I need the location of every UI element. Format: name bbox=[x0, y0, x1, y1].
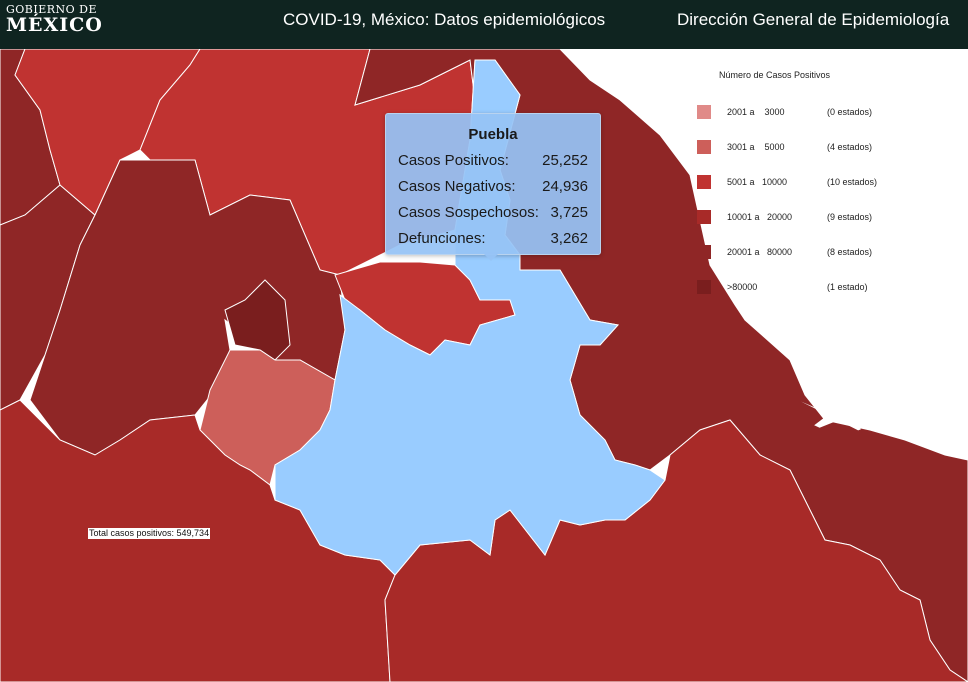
legend-range: 10001 a 20000 bbox=[727, 212, 793, 222]
legend-item[interactable]: 3001 a 5000 (4 estados) bbox=[697, 140, 957, 154]
airport-icon bbox=[800, 394, 861, 431]
tooltip-label: Casos Sospechosos: bbox=[398, 204, 539, 221]
legend-swatch bbox=[697, 175, 711, 189]
page-title: COVID-19, México: Datos epidemiológicos bbox=[283, 10, 606, 29]
legend-range: 3001 a 5000 bbox=[727, 142, 785, 152]
legend-item[interactable]: 10001 a 20000 (9 estados) bbox=[697, 210, 957, 224]
legend-swatch bbox=[697, 210, 711, 224]
header-bar: GOBIERNO DE MÉXICO COVID-19, México: Dat… bbox=[0, 0, 968, 49]
legend-item[interactable]: >80000 (1 estado) bbox=[697, 280, 957, 294]
tooltip-value: 25,252 bbox=[542, 152, 588, 169]
region-puebla[interactable] bbox=[274, 59, 666, 576]
total-cases-label: Total casos positivos: 549,734 bbox=[88, 528, 211, 539]
legend-count: (8 estados) bbox=[827, 247, 873, 257]
legend-swatch bbox=[697, 280, 711, 294]
legend-count: (0 estados) bbox=[827, 107, 873, 117]
legend-count: (1 estado) bbox=[827, 282, 868, 292]
legend-range: 5001 a 10000 bbox=[727, 177, 788, 187]
legend-range: >80000 bbox=[727, 282, 758, 292]
tooltip-value: 3,262 bbox=[550, 230, 588, 247]
tooltip-pointer bbox=[482, 252, 500, 261]
state-tooltip: Puebla Casos Positivos: 25,252 Casos Neg… bbox=[385, 113, 601, 255]
logo-line1: GOBIERNO DE bbox=[6, 3, 98, 16]
region-cdmx[interactable] bbox=[224, 279, 291, 361]
legend-range: 2001 a 3000 bbox=[727, 107, 785, 117]
legend-count: (4 estados) bbox=[827, 142, 873, 152]
legend-range: 20001 a 80000 bbox=[727, 247, 793, 257]
choropleth-map[interactable] bbox=[0, 49, 968, 682]
legend-swatch bbox=[697, 140, 711, 154]
logo-line2: MÉXICO bbox=[6, 14, 103, 36]
tooltip-label: Casos Positivos: bbox=[398, 152, 509, 169]
legend-count: (10 estados) bbox=[827, 177, 878, 187]
tooltip-value: 24,936 bbox=[542, 178, 588, 195]
gobierno-logo[interactable]: GOBIERNO DE MÉXICO bbox=[6, 4, 103, 35]
legend-title: Número de Casos Positivos bbox=[719, 70, 831, 80]
tooltip-label: Defunciones: bbox=[398, 230, 486, 247]
agency-name: Dirección General de Epidemiología bbox=[677, 10, 950, 29]
legend-swatch bbox=[697, 245, 711, 259]
legend-item[interactable]: 20001 a 80000 (8 estados) bbox=[697, 245, 957, 259]
tooltip-label: Casos Negativos: bbox=[398, 178, 516, 195]
legend-item[interactable]: 5001 a 10000 (10 estados) bbox=[697, 175, 957, 189]
legend-item[interactable]: 2001 a 3000 (0 estados) bbox=[697, 105, 957, 119]
legend-swatch bbox=[697, 105, 711, 119]
tooltip-value: 3,725 bbox=[550, 204, 588, 221]
legend-count: (9 estados) bbox=[827, 212, 873, 222]
tooltip-title: Puebla bbox=[468, 126, 518, 143]
